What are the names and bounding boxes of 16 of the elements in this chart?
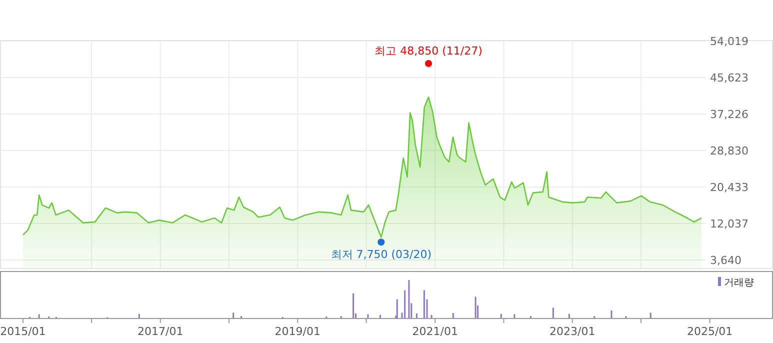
y-tick-label: 20,433 <box>710 180 748 194</box>
x-tick-label: 2015/01 <box>0 325 46 338</box>
x-tick-label: 2025/01 <box>686 325 733 338</box>
y-tick-label: 28,830 <box>710 144 748 158</box>
y-tick-label: 3,640 <box>710 254 742 267</box>
y-tick-label: 37,226 <box>710 108 748 121</box>
x-tick-label: 2021/01 <box>412 325 458 338</box>
y-tick-label: 45,623 <box>710 71 748 84</box>
y-tick-label: 54,019 <box>710 34 748 48</box>
annotation: 최고 48,850 (11/27) <box>374 44 482 58</box>
legend-label: 거래량 <box>724 278 754 288</box>
x-tick-label: 2017/01 <box>138 325 184 338</box>
annotation: 최저 7,750 (03/20) <box>330 248 432 262</box>
x-tick-label: 2023/01 <box>550 325 596 338</box>
x-tick-label: 2019/01 <box>274 325 321 338</box>
y-tick-label: 12,037 <box>710 217 748 230</box>
